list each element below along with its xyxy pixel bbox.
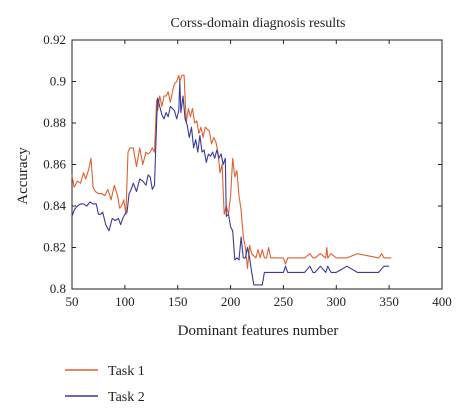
y-tick-label: 0.88 (43, 115, 66, 130)
series-line-1 (71, 74, 392, 269)
legend-label-2: Task 2 (108, 390, 145, 405)
legend-label-1: Task 1 (108, 364, 145, 379)
y-tick-label: 0.84 (43, 198, 66, 213)
y-tick-label: 0.86 (43, 157, 66, 172)
x-tick-label: 350 (379, 294, 399, 309)
x-tick-label: 300 (327, 294, 347, 309)
x-tick-label: 200 (221, 294, 241, 309)
x-tick-label: 150 (168, 294, 188, 309)
y-axis-title: Accuracy (15, 147, 31, 205)
series-lines (71, 74, 392, 286)
x-tick-label: 100 (115, 294, 135, 309)
y-tick-label: 0.82 (43, 240, 66, 255)
y-tick-label: 0.9 (50, 74, 66, 89)
series-line-2 (71, 80, 390, 286)
axis-ticks: 50 100 150 200 250 300 350 400 0.8 0.82 0.84 0.86 0.… (43, 32, 452, 309)
y-tick-label: 0.8 (50, 281, 66, 296)
chart-title: Corss-domain diagnosis results (171, 16, 346, 31)
y-tick-label: 0.92 (43, 32, 66, 47)
x-tick-label: 50 (66, 294, 79, 309)
x-tick-label: 250 (274, 294, 294, 309)
x-tick-label: 400 (432, 294, 452, 309)
x-axis-title: Dominant features number (178, 323, 339, 339)
legend: Task 1 Task 2 (65, 364, 145, 405)
